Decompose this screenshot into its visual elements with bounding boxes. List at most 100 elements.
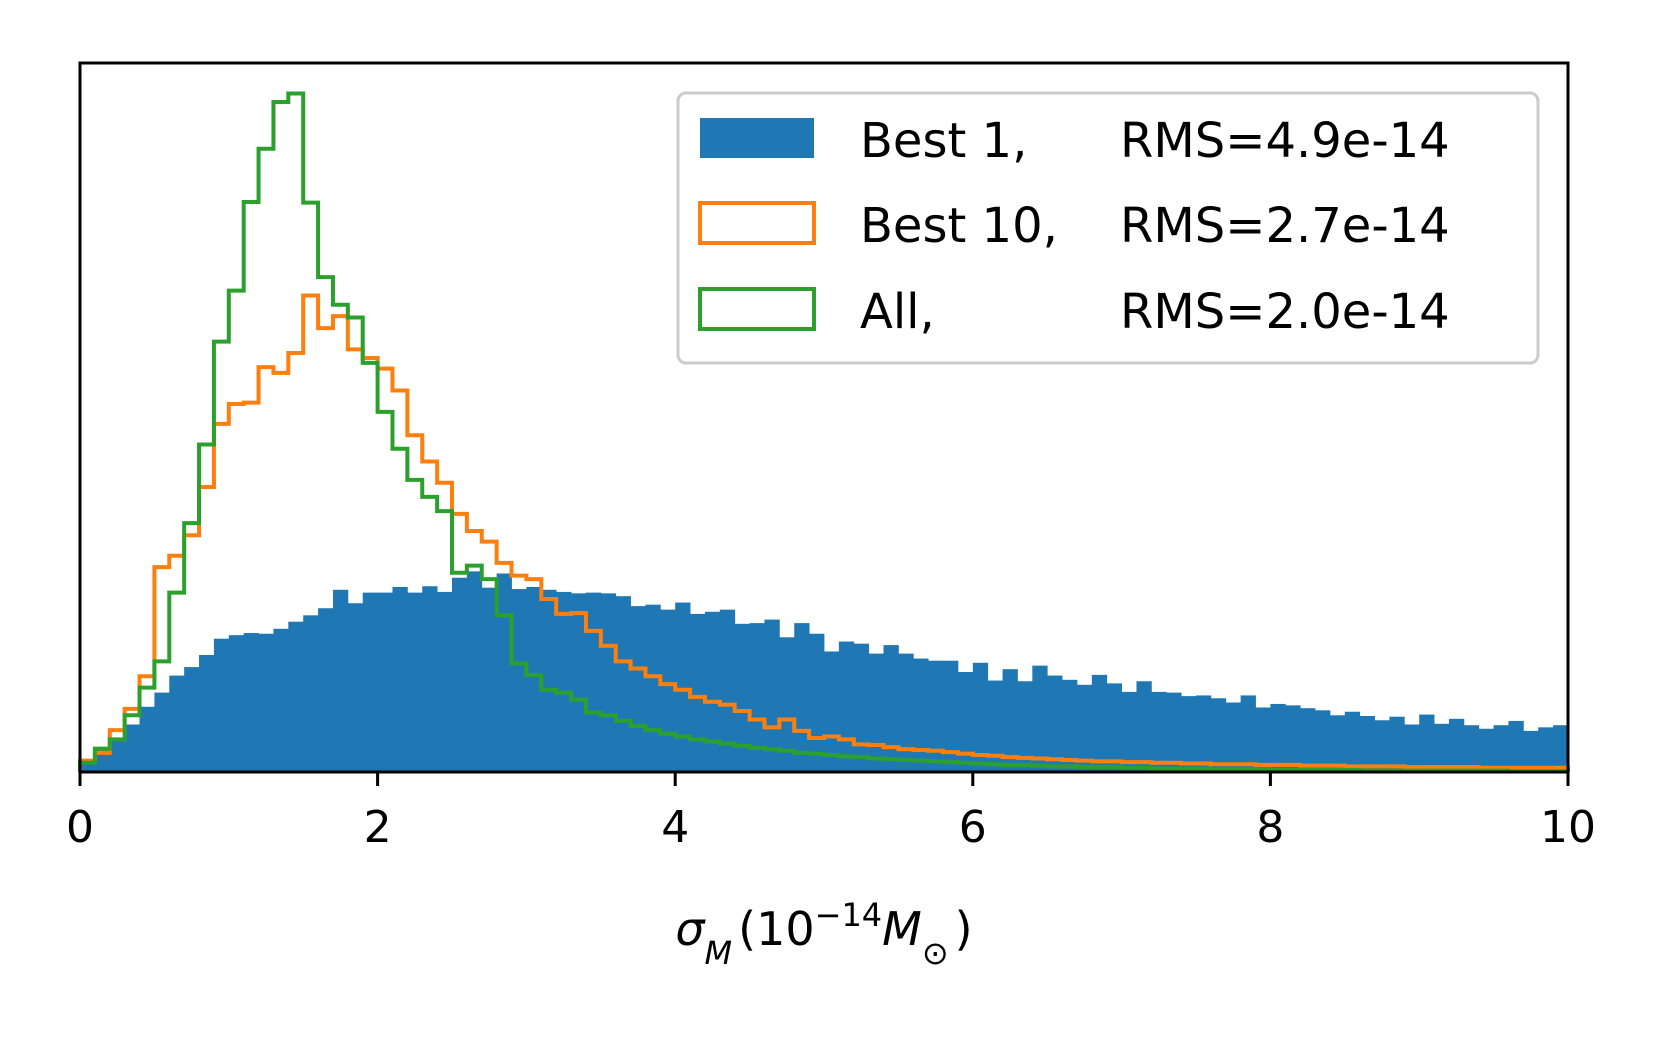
histogram-bar (1091, 674, 1108, 772)
legend-label-all-name: All, (860, 284, 935, 340)
histogram-bar (779, 637, 795, 772)
histogram-bar (511, 589, 527, 772)
histogram-bar (571, 593, 587, 772)
histogram-bar (987, 680, 1003, 772)
histogram-bar (585, 592, 602, 772)
histogram-steps (78, 91, 1570, 774)
histogram-bar (1151, 691, 1167, 772)
histogram-bar (1404, 724, 1420, 772)
histogram-bar (1419, 714, 1435, 772)
histogram-bar (1002, 669, 1018, 772)
histogram-bar (1508, 720, 1524, 772)
histogram-bar (1270, 703, 1286, 772)
histogram-bar (437, 591, 453, 772)
histogram-step-best-10 (78, 293, 1570, 772)
histogram-bar (704, 611, 721, 772)
histogram-bar (1359, 715, 1375, 772)
histogram-bar (1076, 684, 1093, 772)
histogram-bar (1315, 710, 1331, 772)
histogram-bar (466, 571, 483, 772)
histogram-bar (749, 623, 765, 772)
histogram-bar (1434, 723, 1450, 772)
histogram-bar (1538, 727, 1554, 772)
histogram-bar (1062, 679, 1078, 772)
histogram-bar (1300, 708, 1316, 772)
histogram-bar (1344, 711, 1361, 772)
histogram-bar (764, 619, 780, 772)
histogram-bar (184, 667, 200, 772)
histogram-bar (719, 609, 736, 772)
legend-box (676, 91, 1540, 365)
histogram-bar (615, 596, 631, 772)
histogram-bar (645, 604, 661, 772)
histogram-bar (630, 606, 646, 772)
histogram-bar (690, 613, 706, 772)
x-tick-label: 0 (66, 802, 94, 853)
legend-label-best-10-name: Best 10, (860, 198, 1058, 254)
histogram-bar (660, 609, 676, 772)
histogram-bar (481, 587, 498, 772)
legend-swatch-best-1 (700, 118, 814, 158)
histogram-bar (898, 653, 914, 772)
histogram-bar (318, 608, 334, 772)
histogram-bars-best-1 (80, 571, 1569, 772)
histogram-bar (392, 586, 408, 772)
histogram-bar (1255, 707, 1271, 772)
legend-label-all-rms: RMS=2.0e-14 (1120, 284, 1450, 340)
histogram-step-all (78, 91, 1570, 774)
histogram-bar (213, 638, 230, 772)
legend-label-best-10-rms: RMS=2.7e-14 (1120, 198, 1450, 254)
histogram-bar (1166, 692, 1182, 772)
x-tick-label: 6 (959, 802, 987, 853)
histogram-bar (1329, 715, 1346, 772)
histogram-bar (1374, 720, 1390, 772)
histogram-bar (1285, 705, 1301, 772)
histogram-bar (1240, 695, 1256, 772)
histogram-bar (243, 633, 259, 772)
histogram-bar (1017, 681, 1033, 772)
histogram-bar (913, 658, 929, 772)
histogram-bar (809, 633, 825, 772)
histogram-bar (1032, 665, 1048, 772)
histogram-bar (868, 653, 884, 772)
histogram-bar (347, 603, 364, 772)
x-axis-label: σM (10−14M⊙) (675, 896, 972, 972)
histogram-bar (94, 749, 111, 772)
histogram-bar (407, 592, 423, 772)
histogram-bar (303, 615, 319, 772)
x-tick-label: 2 (364, 802, 392, 853)
histogram-bar (957, 672, 974, 772)
x-tick-label: 8 (1256, 802, 1284, 853)
histogram-bar (734, 623, 750, 772)
histogram-bar (943, 660, 959, 772)
histogram-bar (1493, 725, 1509, 772)
histogram-bar (109, 738, 126, 772)
plot-frame (78, 61, 1570, 774)
histogram-bar (332, 589, 349, 772)
histogram-bar (1181, 696, 1197, 772)
histogram-bar (139, 706, 155, 772)
histogram-bar (362, 592, 378, 772)
histogram-bar (452, 577, 468, 772)
histogram-bar (794, 623, 810, 772)
histogram-bar (1047, 675, 1063, 772)
histogram-bar (1553, 725, 1569, 772)
histogram-bar (1523, 730, 1539, 772)
histogram-bar (80, 760, 96, 772)
legend-label-best-1-name: Best 1, (860, 113, 1027, 169)
legend-label-best-1-rms: RMS=4.9e-14 (1120, 113, 1450, 169)
x-tick-label: 4 (661, 802, 689, 853)
histogram-bar (1463, 725, 1480, 772)
histogram-bar (377, 592, 393, 772)
histogram-bar (258, 633, 274, 772)
x-tick-label: 10 (1540, 802, 1596, 853)
histogram-bar (228, 635, 245, 772)
histogram-bar (541, 589, 557, 772)
histogram-bar (1225, 702, 1242, 772)
histogram-bar (838, 641, 855, 772)
legend: Best 1, RMS=4.9e-14 Best 10, RMS=2.7e-14… (676, 91, 1540, 365)
histogram-bar (1106, 683, 1122, 772)
histogram-bar (526, 586, 542, 772)
histogram-bar (1136, 681, 1152, 772)
